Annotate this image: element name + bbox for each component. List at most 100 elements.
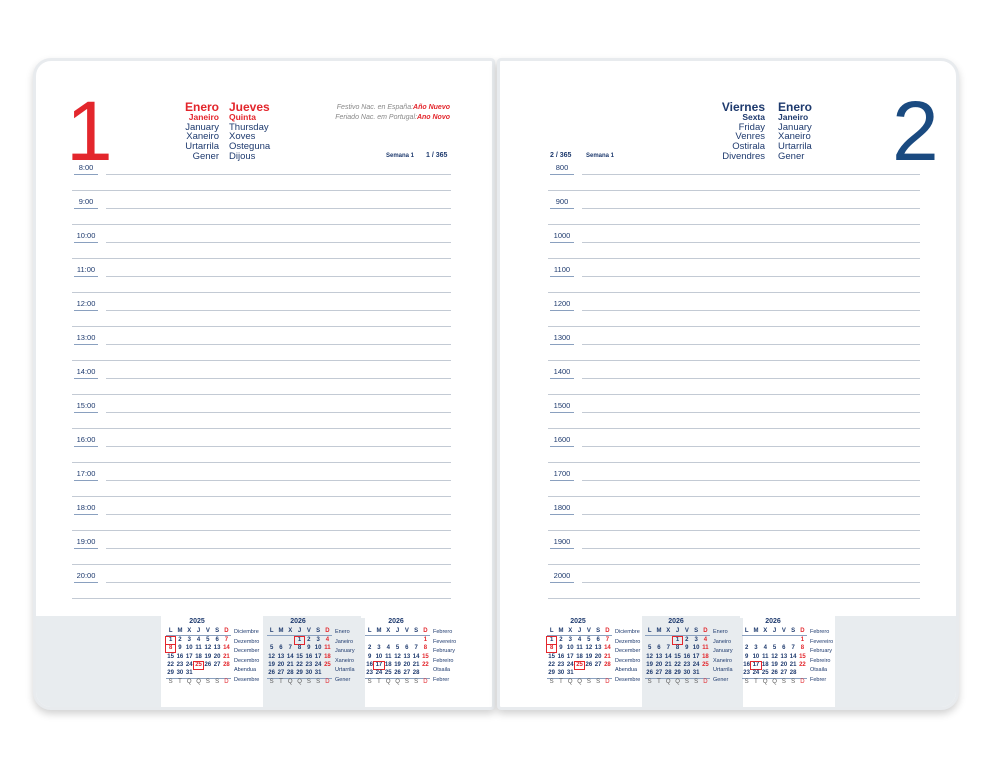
- calendar-day[interactable]: 17: [185, 653, 193, 660]
- calendar-day[interactable]: 11: [576, 645, 583, 652]
- calendar-day[interactable]: 4: [703, 636, 708, 643]
- calendar-day[interactable]: 12: [771, 653, 778, 660]
- calendar-day[interactable]: 31: [314, 670, 322, 677]
- calendar-day[interactable]: 2: [685, 636, 689, 643]
- calendar-day[interactable]: 25: [761, 670, 769, 677]
- calendar-day[interactable]: 11: [385, 653, 392, 660]
- calendar-day[interactable]: 29: [167, 670, 174, 677]
- calendar-day[interactable]: 18: [384, 661, 392, 668]
- calendar-day[interactable]: 6: [215, 636, 219, 643]
- hour-slot[interactable]: 9:00: [36, 197, 492, 236]
- calendar-day[interactable]: 21: [286, 661, 294, 668]
- calendar-day[interactable]: 21: [604, 653, 611, 660]
- calendar-day[interactable]: 4: [325, 636, 330, 643]
- calendar-day[interactable]: 7: [791, 645, 795, 652]
- hour-slot[interactable]: 18:00: [36, 503, 492, 542]
- hour-slot[interactable]: 13:00: [36, 333, 492, 372]
- calendar-day[interactable]: 17: [314, 653, 322, 660]
- calendar-day[interactable]: 5: [395, 645, 400, 652]
- calendar-day[interactable]: 12: [268, 653, 275, 660]
- calendar-day[interactable]: 5: [206, 636, 210, 643]
- calendar-day[interactable]: 27: [403, 670, 411, 677]
- calendar-day[interactable]: 22: [799, 661, 806, 668]
- calendar-day[interactable]: 7: [224, 636, 229, 643]
- calendar-day[interactable]: 27: [277, 670, 285, 677]
- calendar-day[interactable]: 9: [367, 653, 372, 660]
- calendar-day[interactable]: 28: [604, 661, 611, 668]
- calendar-day[interactable]: 21: [789, 661, 797, 668]
- calendar-day[interactable]: 6: [405, 645, 409, 652]
- calendar-day[interactable]: 20: [277, 661, 285, 668]
- calendar-day[interactable]: 5: [269, 645, 274, 652]
- hour-slot[interactable]: 1100: [500, 265, 956, 304]
- calendar-day[interactable]: 15: [167, 653, 174, 660]
- calendar-day[interactable]: 3: [377, 645, 381, 652]
- calendar-day[interactable]: 16: [366, 661, 373, 668]
- hour-slot[interactable]: 1800: [500, 503, 956, 542]
- calendar-day[interactable]: 26: [268, 670, 275, 677]
- calendar-day[interactable]: 26: [771, 670, 778, 677]
- calendar-day[interactable]: 31: [185, 670, 193, 677]
- calendar-day[interactable]: 6: [782, 645, 786, 652]
- calendar-day[interactable]: 11: [702, 645, 709, 652]
- calendar-day[interactable]: 1: [671, 635, 684, 645]
- calendar-day[interactable]: 14: [664, 653, 672, 660]
- calendar-day[interactable]: 2: [367, 645, 372, 652]
- calendar-day[interactable]: 6: [657, 645, 661, 652]
- calendar-day[interactable]: 29: [296, 670, 303, 677]
- calendar-day[interactable]: 30: [176, 670, 184, 677]
- hour-slot[interactable]: 1400: [500, 367, 956, 406]
- calendar-day[interactable]: 13: [655, 653, 663, 660]
- calendar-day[interactable]: 30: [557, 670, 565, 677]
- calendar-day[interactable]: 23: [305, 661, 313, 668]
- calendar-day[interactable]: 7: [414, 645, 418, 652]
- calendar-day[interactable]: 2: [307, 636, 311, 643]
- calendar-day[interactable]: 1: [164, 635, 177, 645]
- calendar-day[interactable]: 8: [675, 645, 680, 652]
- hour-slot[interactable]: 1500: [500, 401, 956, 440]
- calendar-day[interactable]: 10: [692, 645, 700, 652]
- calendar-day[interactable]: 30: [683, 670, 691, 677]
- calendar-day[interactable]: 11: [762, 653, 769, 660]
- calendar-day[interactable]: 28: [789, 670, 797, 677]
- calendar-day[interactable]: 20: [213, 653, 221, 660]
- hour-slot[interactable]: 16:00: [36, 435, 492, 474]
- calendar-day[interactable]: 25: [324, 661, 331, 668]
- hour-slot[interactable]: 10:00: [36, 231, 492, 270]
- calendar-day[interactable]: 3: [316, 636, 320, 643]
- calendar-day[interactable]: 13: [277, 653, 285, 660]
- calendar-day[interactable]: 7: [666, 645, 670, 652]
- hour-slot[interactable]: 1700: [500, 469, 956, 508]
- calendar-day[interactable]: 10: [752, 653, 760, 660]
- calendar-day[interactable]: 18: [195, 653, 202, 660]
- calendar-day[interactable]: 5: [772, 645, 777, 652]
- calendar-day[interactable]: 14: [604, 645, 611, 652]
- calendar-day[interactable]: 26: [585, 661, 593, 668]
- calendar-day[interactable]: 12: [585, 645, 593, 652]
- calendar-day[interactable]: 10: [314, 645, 322, 652]
- calendar-day[interactable]: 27: [780, 670, 788, 677]
- calendar-day[interactable]: 20: [655, 661, 663, 668]
- hour-slot[interactable]: 17:00: [36, 469, 492, 508]
- calendar-day[interactable]: 13: [403, 653, 411, 660]
- calendar-day[interactable]: 2: [559, 636, 563, 643]
- calendar-day[interactable]: 28: [412, 670, 420, 677]
- hour-slot[interactable]: 12:00: [36, 299, 492, 338]
- calendar-day[interactable]: 13: [213, 645, 221, 652]
- calendar-day[interactable]: 22: [422, 661, 429, 668]
- calendar-day[interactable]: 18: [576, 653, 583, 660]
- calendar-day[interactable]: 4: [386, 645, 390, 652]
- calendar-day[interactable]: 8: [800, 645, 805, 652]
- calendar-day[interactable]: 24: [375, 670, 383, 677]
- calendar-day[interactable]: 3: [568, 636, 572, 643]
- hour-slot[interactable]: 19:00: [36, 537, 492, 576]
- calendar-day[interactable]: 10: [375, 653, 383, 660]
- hour-slot[interactable]: 1900: [500, 537, 956, 576]
- calendar-day[interactable]: 25: [192, 660, 205, 670]
- calendar-day[interactable]: 19: [268, 661, 275, 668]
- calendar-day[interactable]: 5: [587, 636, 591, 643]
- calendar-day[interactable]: 9: [744, 653, 749, 660]
- calendar-day[interactable]: 27: [213, 661, 221, 668]
- calendar-day[interactable]: 3: [187, 636, 191, 643]
- calendar-day[interactable]: 17: [692, 653, 700, 660]
